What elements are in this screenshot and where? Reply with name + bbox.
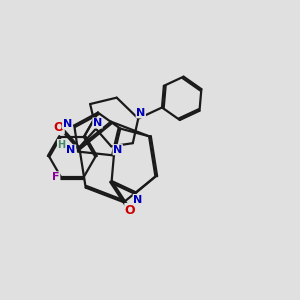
Text: H: H bbox=[57, 140, 65, 150]
Text: N: N bbox=[66, 145, 76, 155]
Text: N: N bbox=[113, 145, 122, 155]
Text: O: O bbox=[53, 121, 64, 134]
Text: N: N bbox=[63, 119, 72, 129]
Text: O: O bbox=[125, 204, 136, 217]
Text: F: F bbox=[52, 172, 60, 182]
Text: N: N bbox=[93, 118, 102, 128]
Text: N: N bbox=[136, 108, 146, 118]
Text: N: N bbox=[133, 194, 142, 205]
